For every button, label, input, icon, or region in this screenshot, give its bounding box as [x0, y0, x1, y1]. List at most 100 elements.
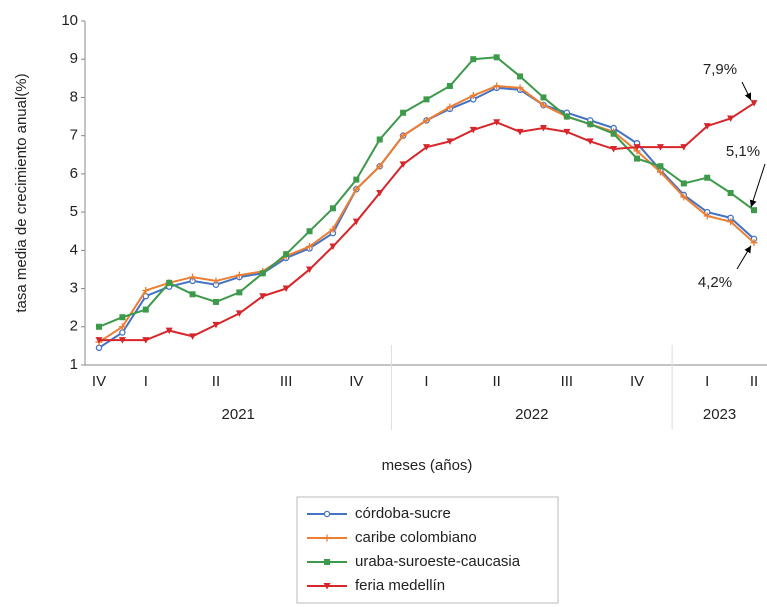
- marker: [352, 185, 360, 193]
- marker: [329, 205, 336, 212]
- marker: [517, 73, 524, 80]
- annotation: 7,9%: [703, 61, 737, 78]
- y-tick-label: 7: [70, 127, 78, 144]
- marker: [610, 146, 618, 153]
- marker: [236, 289, 243, 296]
- marker: [680, 180, 687, 187]
- marker: [306, 243, 314, 251]
- legend-label: uraba-suroeste-caucasia: [355, 553, 521, 570]
- marker: [423, 96, 430, 103]
- marker: [634, 155, 641, 162]
- annotation: 5,1%: [726, 143, 760, 160]
- x-tick-label: III: [561, 373, 574, 390]
- marker: [306, 228, 313, 235]
- marker: [95, 337, 103, 344]
- x-group-label: 2021: [222, 406, 255, 423]
- series-line: [98, 84, 755, 343]
- marker: [493, 54, 500, 61]
- marker: [282, 285, 290, 293]
- marker: [306, 266, 314, 273]
- marker: [329, 225, 337, 233]
- marker: [610, 130, 617, 137]
- annotation-arrow: [736, 245, 752, 270]
- x-tick-label: IV: [92, 373, 106, 390]
- marker: [95, 344, 103, 352]
- marker: [539, 125, 547, 132]
- marker: [680, 193, 688, 201]
- legend-label: caribe colombiano: [355, 529, 477, 546]
- marker: [259, 270, 266, 277]
- x-tick-label: II: [212, 373, 220, 390]
- marker: [96, 323, 102, 330]
- marker: [657, 163, 664, 170]
- marker: [493, 119, 501, 126]
- marker: [189, 291, 196, 298]
- marker: [165, 327, 173, 335]
- x-tick-label: II: [750, 373, 758, 390]
- y-tick-label: 1: [70, 356, 78, 373]
- marker: [189, 273, 197, 281]
- marker: [540, 94, 547, 101]
- marker: [353, 176, 360, 183]
- marker: [283, 251, 290, 258]
- x-group-label: 2023: [703, 406, 736, 423]
- marker: [563, 128, 571, 136]
- marker: [446, 103, 454, 111]
- y-tick-label: 8: [70, 88, 78, 105]
- marker: [212, 298, 219, 305]
- marker: [142, 286, 150, 294]
- marker: [119, 329, 126, 336]
- marker: [118, 323, 126, 331]
- marker: [469, 126, 477, 134]
- x-tick-label: III: [280, 373, 293, 390]
- x-group-label: 2022: [515, 406, 548, 423]
- annotation: 4,2%: [698, 274, 732, 291]
- x-tick-label: I: [705, 373, 709, 390]
- marker: [142, 337, 150, 344]
- marker: [727, 115, 735, 122]
- x-tick-label: IV: [349, 373, 363, 390]
- marker: [323, 510, 331, 518]
- marker: [680, 144, 688, 151]
- marker: [212, 321, 220, 329]
- marker: [587, 121, 594, 128]
- x-tick-label: I: [144, 373, 148, 390]
- marker: [235, 310, 243, 317]
- marker: [323, 534, 331, 542]
- marker: [586, 138, 594, 145]
- marker: [493, 82, 501, 90]
- marker: [189, 333, 197, 340]
- marker: [563, 113, 570, 120]
- marker: [323, 583, 331, 590]
- marker: [750, 100, 758, 107]
- marker: [119, 314, 126, 321]
- legend-label: córdoba-sucre: [355, 505, 451, 522]
- annotation-arrow: [749, 163, 766, 208]
- y-tick-label: 9: [70, 50, 78, 67]
- y-axis-label: tasa media de crecimiento anual(%): [13, 73, 30, 312]
- marker: [376, 136, 383, 143]
- marker: [751, 207, 757, 214]
- marker: [324, 559, 330, 565]
- y-tick-label: 10: [61, 12, 78, 29]
- marker: [516, 128, 524, 136]
- x-tick-label: II: [493, 373, 501, 390]
- x-axis-label: meses (años): [382, 457, 473, 474]
- marker: [399, 161, 407, 168]
- marker: [352, 218, 360, 226]
- y-tick-label: 2: [70, 318, 78, 335]
- marker: [400, 109, 407, 116]
- marker: [259, 293, 267, 300]
- y-tick-label: 6: [70, 165, 78, 182]
- marker: [750, 239, 758, 247]
- marker: [703, 212, 711, 220]
- marker: [539, 101, 547, 109]
- marker: [212, 277, 220, 285]
- marker: [704, 174, 711, 181]
- marker: [446, 138, 454, 145]
- y-tick-label: 4: [70, 241, 78, 258]
- series-line: [98, 86, 755, 349]
- annotation-arrow: [741, 81, 752, 101]
- y-tick-label: 3: [70, 280, 78, 297]
